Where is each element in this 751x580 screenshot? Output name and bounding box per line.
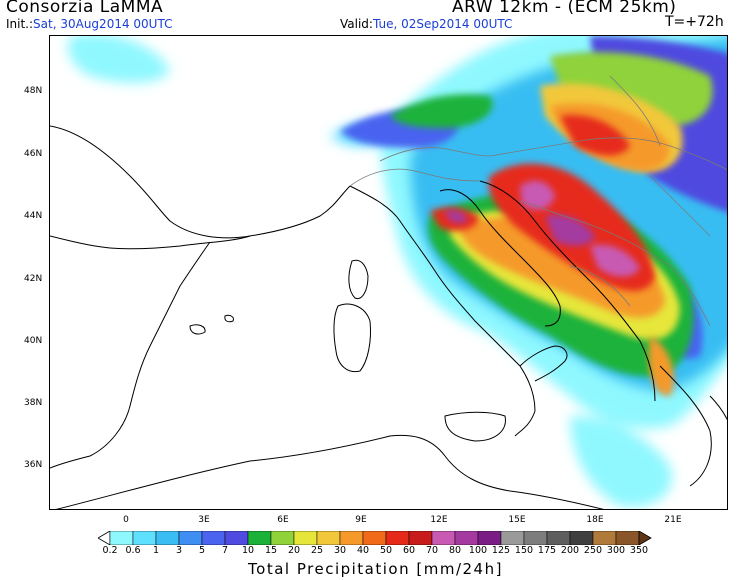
colorbar-swatch (523, 531, 548, 545)
colorbar-tick-label: 5 (198, 545, 206, 556)
colorbar-tick-label: 30 (333, 545, 347, 556)
lon-label: 0 (123, 515, 129, 525)
init-time: Init.:Sat, 30Aug2014 00UTC (6, 17, 172, 31)
lon-label: 3E (198, 515, 210, 525)
colorbar-tick-label: 25 (310, 545, 324, 556)
colorbar-tick-label: 150 (514, 545, 534, 556)
colorbar-tick-label: 1 (152, 545, 160, 556)
colorbar-low-triangle (98, 531, 111, 545)
colorbar-tick-label: 50 (379, 545, 393, 556)
colorbar-tick-label: 0.2 (102, 545, 118, 556)
model-title: ARW 12km - (ECM 25km) (452, 0, 677, 17)
colorbar-swatch (431, 531, 456, 545)
colorbar-tick-label: 40 (356, 545, 370, 556)
colorbar-swatch (362, 531, 387, 545)
lat-label: 42N (24, 274, 43, 284)
colorbar-tick-label: 3 (175, 545, 183, 556)
colorbar-tick-label: 250 (583, 545, 603, 556)
colorbar-swatch (592, 531, 617, 545)
colorbar-swatch (615, 531, 640, 545)
lon-label: 6E (277, 515, 289, 525)
lat-label: 40N (24, 336, 43, 346)
colorbar-swatch (109, 531, 134, 545)
colorbar-high-triangle (638, 531, 652, 545)
coastlines (50, 125, 727, 509)
colorbar-tick-label: 200 (560, 545, 580, 556)
colorbar-tick-label: 175 (537, 545, 557, 556)
colorbar-tick-label: 0.6 (125, 545, 141, 556)
colorbar-swatch (546, 531, 571, 545)
colorbar-tick-label: 300 (606, 545, 626, 556)
colorbar-tick-label: 125 (491, 545, 511, 556)
lon-label: 12E (430, 515, 448, 525)
colorbar-swatch (132, 531, 157, 545)
lat-label: 36N (24, 460, 43, 470)
colorbar-swatch (569, 531, 594, 545)
colorbar-swatch (385, 531, 410, 545)
colorbar-swatch (477, 531, 502, 545)
colorbar-swatch (201, 531, 226, 545)
colorbar-swatch (293, 531, 318, 545)
colorbar-tick-label: 80 (448, 545, 462, 556)
colorbar-tick-label: 60 (402, 545, 416, 556)
colorbar-swatch (178, 531, 203, 545)
organization-title: Consorzia LaMMA (6, 0, 164, 17)
lat-label: 44N (24, 211, 43, 221)
lon-label: 9E (355, 515, 367, 525)
map-canvas (50, 36, 727, 509)
colorbar-swatch (270, 531, 295, 545)
colorbar-swatch (339, 531, 364, 545)
colorbar-tick-label: 10 (241, 545, 255, 556)
colorbar-swatch (408, 531, 433, 545)
valid-time: Valid:Tue, 02Sep2014 00UTC (340, 17, 512, 31)
colorbar-tick-label: 20 (287, 545, 301, 556)
lat-label: 38N (24, 398, 43, 408)
country-borders (349, 75, 727, 327)
lat-label: 48N (24, 86, 43, 96)
valid-value: Tue, 02Sep2014 00UTC (372, 17, 513, 31)
colorbar-tick-label: 15 (264, 545, 278, 556)
colorbar-tick-label: 7 (221, 545, 229, 556)
precip-purple (445, 180, 640, 277)
lon-label: 15E (508, 515, 526, 525)
colorbar-tick-label: 350 (629, 545, 649, 556)
forecast-step: T=+72h (665, 14, 724, 30)
colorbar-swatch (316, 531, 341, 545)
valid-label: Valid: (340, 17, 373, 31)
init-label: Init.: (6, 17, 34, 31)
colorbar-swatch (155, 531, 180, 545)
colorbar-swatch (454, 531, 479, 545)
init-value: Sat, 30Aug2014 00UTC (33, 17, 173, 31)
precipitation-map (49, 35, 728, 510)
colorbar-title: Total Precipitation [mm/24h] (248, 560, 503, 578)
lat-label: 46N (24, 149, 43, 159)
lon-label: 18E (586, 515, 604, 525)
colorbar-tick-label: 70 (425, 545, 439, 556)
lon-label: 21E (664, 515, 682, 525)
colorbar (98, 531, 652, 545)
colorbar-tick-label: 100 (468, 545, 488, 556)
colorbar-swatch (247, 531, 272, 545)
colorbar-swatch (224, 531, 249, 545)
colorbar-swatch (500, 531, 525, 545)
